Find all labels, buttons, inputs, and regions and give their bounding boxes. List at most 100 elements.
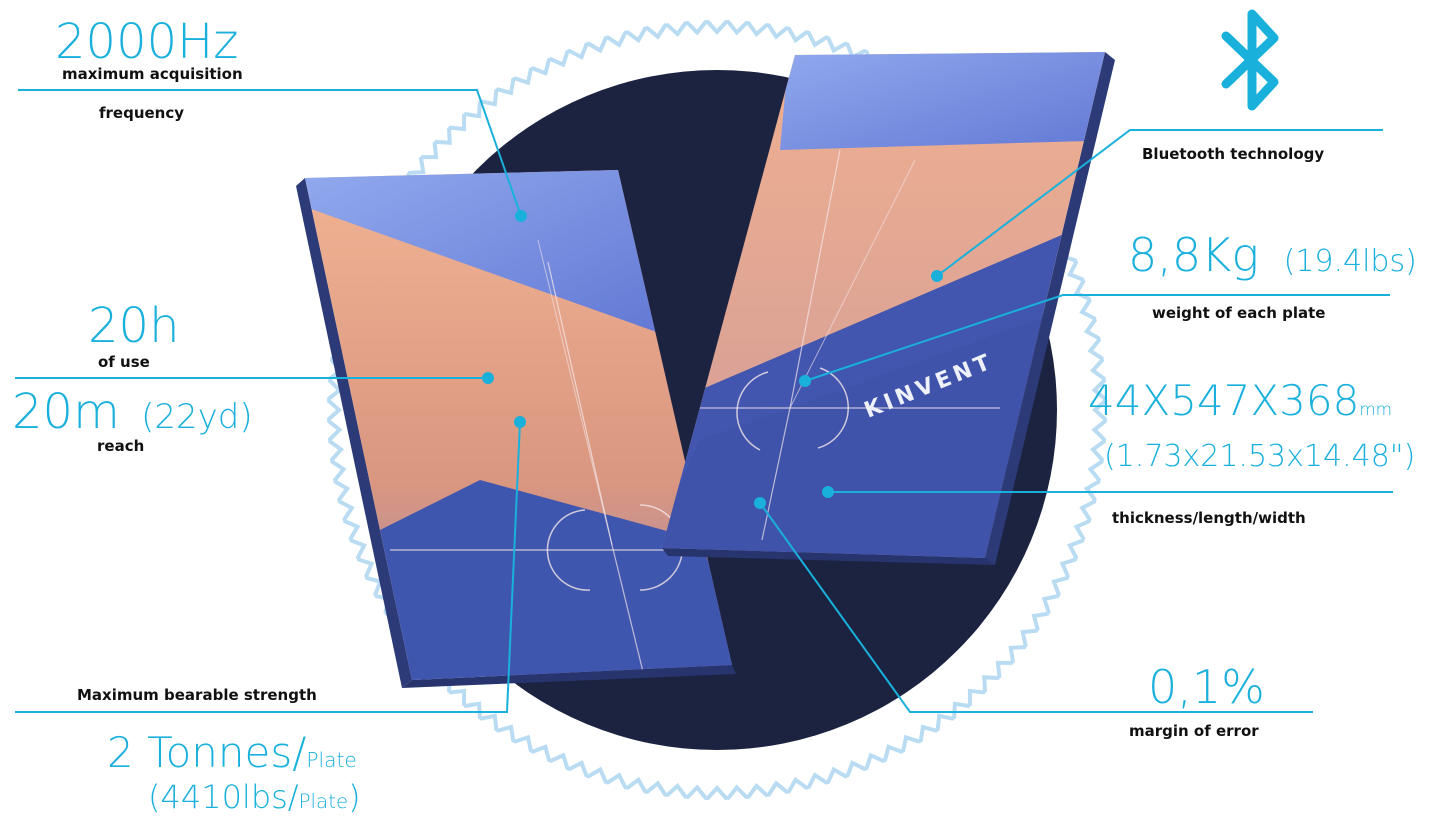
chevron-mark xyxy=(420,141,439,160)
chevron-mark xyxy=(605,30,628,48)
chevron-mark xyxy=(1079,298,1097,321)
chevron-mark xyxy=(665,782,688,799)
margin-callout-line xyxy=(759,502,1313,713)
strength-label: Maximum bearable strength xyxy=(77,686,317,704)
dimensions-value-alt: (1.73x21.53x14.48") xyxy=(1104,439,1416,474)
dimensions-callout-dot xyxy=(822,486,834,498)
chevron-mark xyxy=(337,499,355,522)
chevron-mark xyxy=(586,766,608,784)
chevron-mark xyxy=(706,20,728,35)
chevron-mark xyxy=(349,538,367,560)
chevron-mark xyxy=(864,752,886,771)
chevron-mark xyxy=(356,557,375,579)
chevron-mark xyxy=(479,713,499,732)
margin-callout-dot xyxy=(754,497,766,509)
chevron-mark xyxy=(1008,645,1027,664)
frequency-label-line1: maximum acquisition xyxy=(62,65,243,83)
chevron-mark xyxy=(463,100,482,119)
weight-callout-dot xyxy=(799,375,811,387)
strength-callout-dot xyxy=(514,416,526,428)
bluetooth-callout-line xyxy=(936,129,1383,277)
chevron-mark xyxy=(548,49,570,68)
reach-value: 20m xyxy=(12,384,120,440)
frequency-value: 2000Hz xyxy=(55,14,239,70)
chevron-mark xyxy=(434,127,452,145)
margin-value: 0,1% xyxy=(1148,660,1265,714)
weight-value-alt: (19.4lbs) xyxy=(1283,244,1417,279)
chevron-mark xyxy=(479,88,499,107)
bluetooth-callout-dot xyxy=(931,270,943,282)
chevron-mark xyxy=(1059,557,1078,579)
weight-value: 8,8Kg xyxy=(1128,228,1259,282)
chevron-mark xyxy=(448,113,467,132)
chevron-mark xyxy=(530,744,551,762)
chevron-mark xyxy=(786,26,809,44)
chevron-mark xyxy=(726,784,749,800)
weight-label: weight of each plate xyxy=(1152,304,1326,322)
chevron-mark xyxy=(567,42,589,60)
chevron-mark xyxy=(1051,576,1069,597)
chevron-mark xyxy=(918,724,938,743)
bluetooth-icon xyxy=(1221,9,1279,111)
chevron-mark xyxy=(513,734,533,753)
chevron-mark xyxy=(1020,628,1039,648)
chevron-mark xyxy=(645,780,668,797)
reach-value-line: 20m (22yd) xyxy=(12,388,253,436)
chevron-mark xyxy=(746,782,769,799)
use-time-label: of use xyxy=(98,353,150,371)
chevron-mark xyxy=(706,785,728,800)
chevron-mark xyxy=(786,776,809,794)
chevron-mark xyxy=(826,766,848,784)
chevron-mark xyxy=(645,23,668,40)
use-time-value: 20h xyxy=(88,298,180,354)
chevron-mark xyxy=(496,724,516,743)
chevron-mark xyxy=(333,479,351,502)
chevron-mark xyxy=(1087,459,1104,482)
chevron-mark xyxy=(806,772,829,790)
frequency-callout-line xyxy=(18,89,522,217)
chevron-mark xyxy=(1041,594,1060,614)
chevron-mark xyxy=(746,21,769,38)
strength-callout-line xyxy=(15,421,521,713)
chevron-mark xyxy=(1091,378,1107,401)
chevron-mark xyxy=(766,23,789,40)
frequency-callout-dot xyxy=(515,210,527,222)
dimensions-value: 44X547X368 xyxy=(1088,376,1360,425)
chevron-mark xyxy=(1092,399,1107,421)
chevron-mark xyxy=(1089,358,1106,381)
chevron-mark xyxy=(327,399,342,421)
weight-callout-line xyxy=(804,294,1390,382)
strength-alt-separator: / xyxy=(287,778,299,816)
chevron-mark xyxy=(665,21,688,38)
chevron-mark xyxy=(1031,611,1050,631)
reach-label: reach xyxy=(97,437,145,455)
chevron-mark xyxy=(625,26,648,44)
chevron-mark xyxy=(967,688,986,707)
strength-alt-line: (4410lbs/Plate) xyxy=(148,781,361,813)
chevron-mark xyxy=(1067,538,1085,560)
frequency-label-line2: frequency xyxy=(99,104,185,122)
chevron-mark xyxy=(496,77,516,96)
chevron-mark xyxy=(530,58,551,76)
chevron-mark xyxy=(327,419,343,442)
reach-value-alt: (22yd) xyxy=(141,397,253,437)
chevron-mark xyxy=(625,776,648,794)
chevron-mark xyxy=(1067,260,1085,282)
chevron-mark xyxy=(1073,519,1091,541)
chevron-mark xyxy=(935,713,955,732)
chevron-mark xyxy=(407,156,426,175)
strength-value-line: 2 Tonnes/Plate xyxy=(107,732,357,774)
chevron-mark xyxy=(343,519,361,541)
margin-label: margin of error xyxy=(1129,722,1259,740)
strength-value-alt: (4410lbs xyxy=(148,778,288,816)
chevron-mark xyxy=(685,20,708,36)
chevron-mark xyxy=(330,459,347,482)
chevron-mark xyxy=(513,67,533,86)
strength-value: 2 Tonnes xyxy=(107,728,293,777)
weight-value-line: 8,8Kg (19.4lbs) xyxy=(1128,232,1417,278)
strength-unit-alt: Plate xyxy=(298,790,349,813)
chevron-mark xyxy=(586,36,608,54)
chevron-mark xyxy=(901,734,921,753)
